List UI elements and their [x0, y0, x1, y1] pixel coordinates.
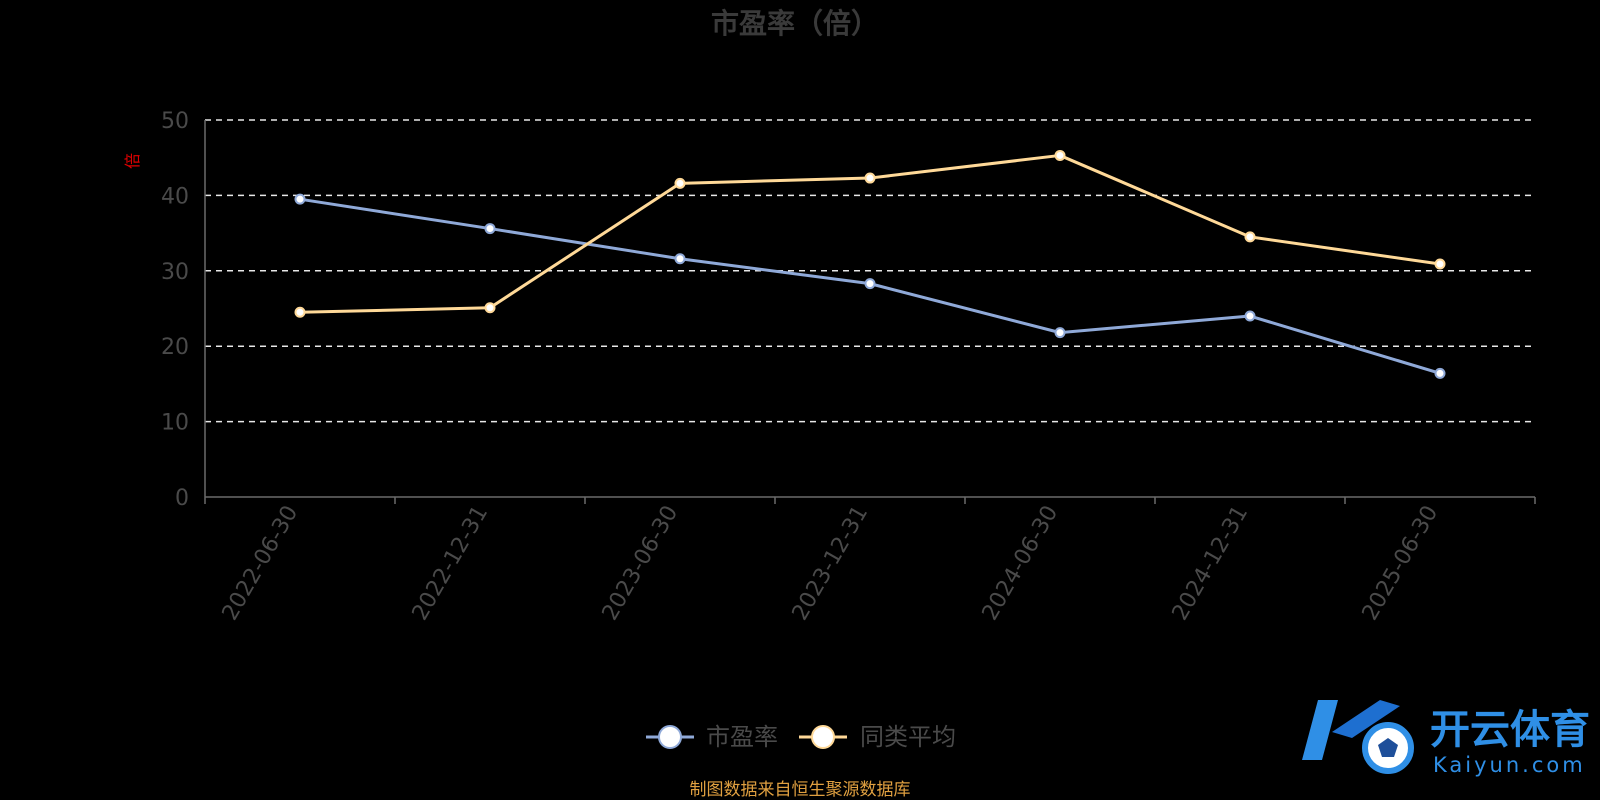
series-0-point[interactable] [864, 278, 876, 290]
series-1-point[interactable] [864, 172, 876, 184]
series-0-point[interactable] [674, 253, 686, 265]
legend-marker-1[interactable] [811, 725, 835, 749]
series-0-point[interactable] [1054, 327, 1066, 339]
series-1-point[interactable] [1244, 231, 1256, 243]
y-tick-label: 40 [161, 184, 189, 209]
logo-k-arm [1332, 700, 1400, 738]
source-note: 制图数据来自恒生聚源数据库 [690, 780, 911, 800]
y-tick-label: 10 [161, 411, 189, 436]
series-0-point[interactable] [1434, 367, 1446, 379]
watermark-logo: 开云体育 Kaiyun.com [1302, 700, 1590, 777]
y-axis-unit-label: 倍 [123, 153, 142, 169]
y-tick-label: 20 [161, 335, 189, 360]
grid-lines [205, 119, 1535, 423]
legend-label-1[interactable]: 同类平均 [860, 723, 956, 751]
x-tick-label: 2024-06-30 [978, 502, 1064, 625]
series-group [294, 149, 1446, 379]
x-tick-label: 2023-06-30 [598, 502, 684, 625]
y-tick-label: 0 [175, 486, 189, 511]
series-1-point[interactable] [294, 306, 306, 318]
x-axis-ticks: 2022-06-30 2022-12-31 2023-06-30 2023-12-31… [218, 502, 1444, 625]
x-tick-label: 2022-06-30 [218, 502, 304, 625]
series-0-point[interactable] [1244, 310, 1256, 322]
logo-k-shape [1302, 700, 1338, 760]
x-tick-label: 2022-12-31 [408, 502, 494, 625]
legend: 市盈率 同类平均 [646, 723, 956, 751]
x-tick-label: 2025-06-30 [1358, 502, 1444, 625]
y-tick-label: 30 [161, 260, 189, 285]
watermark-cn-text: 开云体育 [1430, 707, 1590, 753]
series-0-point[interactable] [484, 223, 496, 235]
logo-ball-patch [1378, 738, 1398, 757]
series-1-point[interactable] [1054, 149, 1066, 161]
x-tick-label: 2024-12-31 [1168, 502, 1254, 625]
y-tick-label: 50 [161, 109, 189, 134]
y-axis-ticks: 0 10 20 30 40 50 [161, 109, 189, 511]
axes [204, 120, 1536, 504]
watermark-en-text: Kaiyun.com [1433, 753, 1586, 777]
legend-marker-0[interactable] [658, 725, 682, 749]
legend-label-0[interactable]: 市盈率 [706, 723, 778, 751]
chart-title: 市盈率（倍） [711, 7, 879, 40]
x-tick-label: 2023-12-31 [788, 502, 874, 625]
series-1-point[interactable] [484, 302, 496, 314]
series-0-point[interactable] [294, 193, 306, 205]
series-1-point[interactable] [674, 177, 686, 189]
series-1-point[interactable] [1434, 258, 1446, 270]
